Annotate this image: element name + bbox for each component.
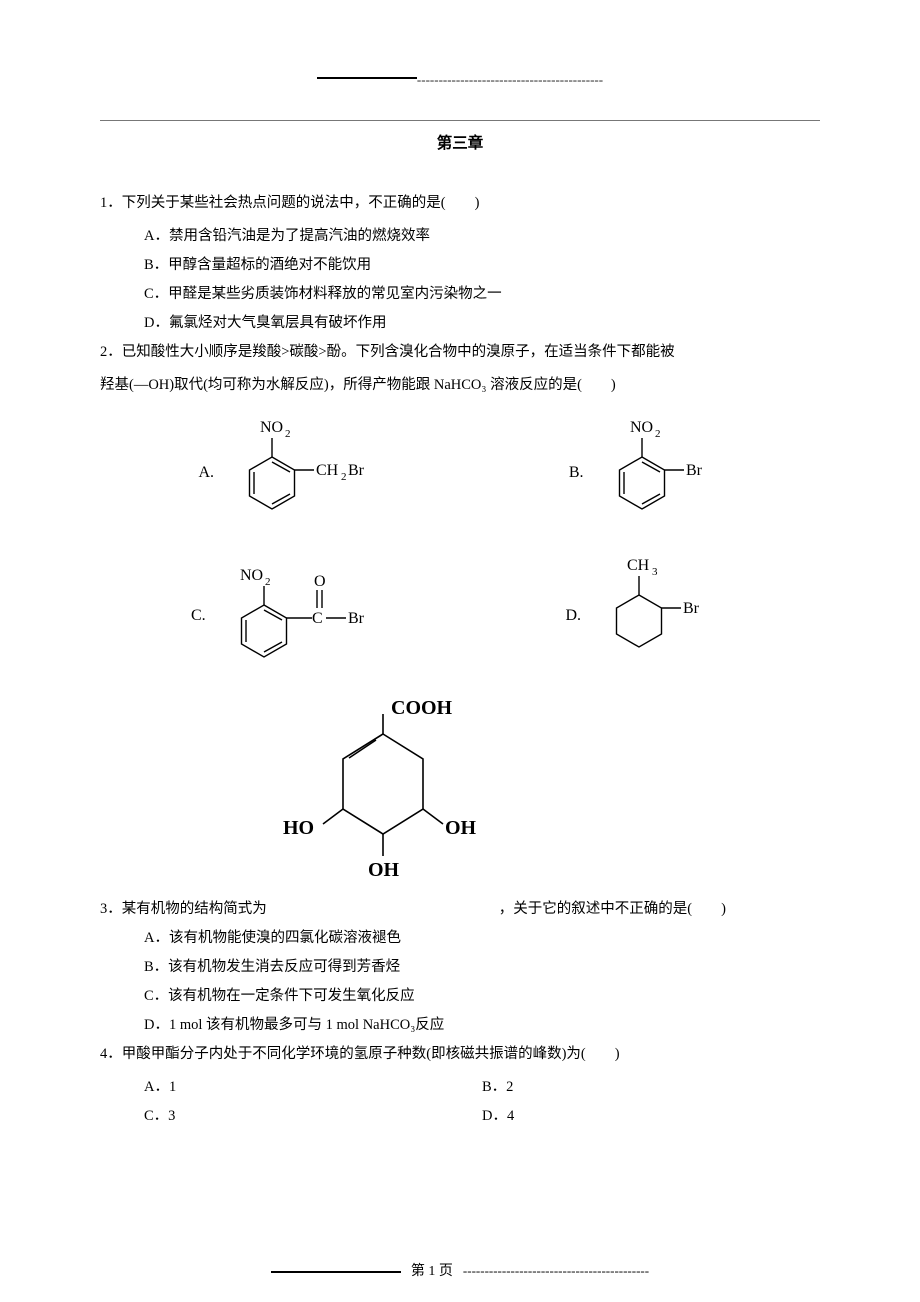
q2-mol-b: NO2 Br <box>592 408 722 538</box>
svg-text:C: C <box>312 610 323 627</box>
svg-text:Br: Br <box>686 462 703 479</box>
q2-label-d: D. <box>565 607 581 625</box>
svg-text:Br: Br <box>348 462 365 479</box>
q2-label-b: B. <box>569 464 584 482</box>
svg-text:COOH: COOH <box>391 697 453 719</box>
q3-post: ，关于它的叙述中不正确的是( ) <box>499 895 726 924</box>
q2-row-cd: C. NO2 C O Br D. <box>100 546 820 686</box>
q4-opt-a: A．1 <box>144 1073 482 1102</box>
q2-row-ab: A. NO2 CH2 Br B. <box>100 408 820 538</box>
q2-label-a: A. <box>198 464 214 482</box>
q4-opt-c: C．3 <box>144 1102 482 1131</box>
q3-mol: COOH OH HO OH <box>273 694 493 924</box>
top-ornament <box>100 72 820 92</box>
svg-text:CH: CH <box>316 462 339 479</box>
q1-opt-d: D．氟氯烃对大气臭氧层具有破坏作用 <box>144 309 820 338</box>
svg-text:2: 2 <box>655 428 661 440</box>
svg-text:NO: NO <box>260 419 283 436</box>
q3-opt-c: C．该有机物在一定条件下可发生氧化反应 <box>144 982 820 1011</box>
svg-text:O: O <box>314 573 326 590</box>
q1-options: A．禁用含铅汽油是为了提高汽油的燃烧效率 B．甲醇含量超标的酒绝对不能饮用 C．… <box>100 222 820 338</box>
svg-text:2: 2 <box>341 471 347 483</box>
svg-text:Br: Br <box>348 610 365 627</box>
q2-mol-c: NO2 C O Br <box>214 546 384 686</box>
svg-text:OH: OH <box>368 859 400 881</box>
q1-stem: 1．下列关于某些社会热点问题的说法中，不正确的是( ) <box>100 189 820 218</box>
q4-opt-b: B．2 <box>482 1073 820 1102</box>
svg-text:HO: HO <box>283 817 314 839</box>
q3-options: A．该有机物能使溴的四氯化碳溶液褪色 B．该有机物发生消去反应可得到芳香烃 C．… <box>100 924 820 1040</box>
svg-text:OH: OH <box>445 817 477 839</box>
top-hr <box>100 120 820 121</box>
q4-stem: 4．甲酸甲酯分子内处于不同化学环境的氢原子种数(即核磁共振谱的峰数)为( ) <box>100 1040 820 1069</box>
q1-opt-a: A．禁用含铅汽油是为了提高汽油的燃烧效率 <box>144 222 820 251</box>
svg-text:2: 2 <box>265 576 271 588</box>
q1-opt-c: C．甲醛是某些劣质装饰材料释放的常见室内污染物之一 <box>144 280 820 309</box>
chapter-title: 第三章 <box>100 131 820 153</box>
q3-opt-b: B．该有机物发生消去反应可得到芳香烃 <box>144 953 820 982</box>
svg-text:NO: NO <box>240 567 263 584</box>
q2-stem1: 2．已知酸性大小顺序是羧酸>碳酸>酚。下列含溴化合物中的溴原子，在适当条件下都能… <box>100 338 820 367</box>
q3-pre: 3．某有机物的结构简式为 <box>100 895 267 924</box>
svg-text:3: 3 <box>652 566 658 578</box>
svg-text:Br: Br <box>683 600 700 617</box>
q3-opt-d: D．1 mol 该有机物最多可与 1 mol NaHCO₃反应 <box>144 1011 820 1040</box>
footer-page: 第 1 页 <box>405 1258 459 1282</box>
q3-opt-a: A．该有机物能使溴的四氯化碳溶液褪色 <box>144 924 820 953</box>
svg-text:2: 2 <box>285 428 291 440</box>
q4-opt-d: D．4 <box>482 1102 820 1131</box>
q2-mol-d: CH3 Br <box>589 546 729 686</box>
q4-options: A．1 B．2 C．3 D．4 <box>100 1073 820 1131</box>
svg-text:NO: NO <box>630 419 653 436</box>
footer: 第 1 页 <box>0 1258 920 1282</box>
q2-stem2: 羟基(—OH)取代(均可称为水解反应)，所得产物能跟 NaHCO₃ 溶液反应的是… <box>100 371 820 400</box>
q2-mol-a: NO2 CH2 Br <box>222 408 372 538</box>
q2-label-c: C. <box>191 607 206 625</box>
svg-text:CH: CH <box>627 557 650 574</box>
q1-opt-b: B．甲醇含量超标的酒绝对不能饮用 <box>144 251 820 280</box>
